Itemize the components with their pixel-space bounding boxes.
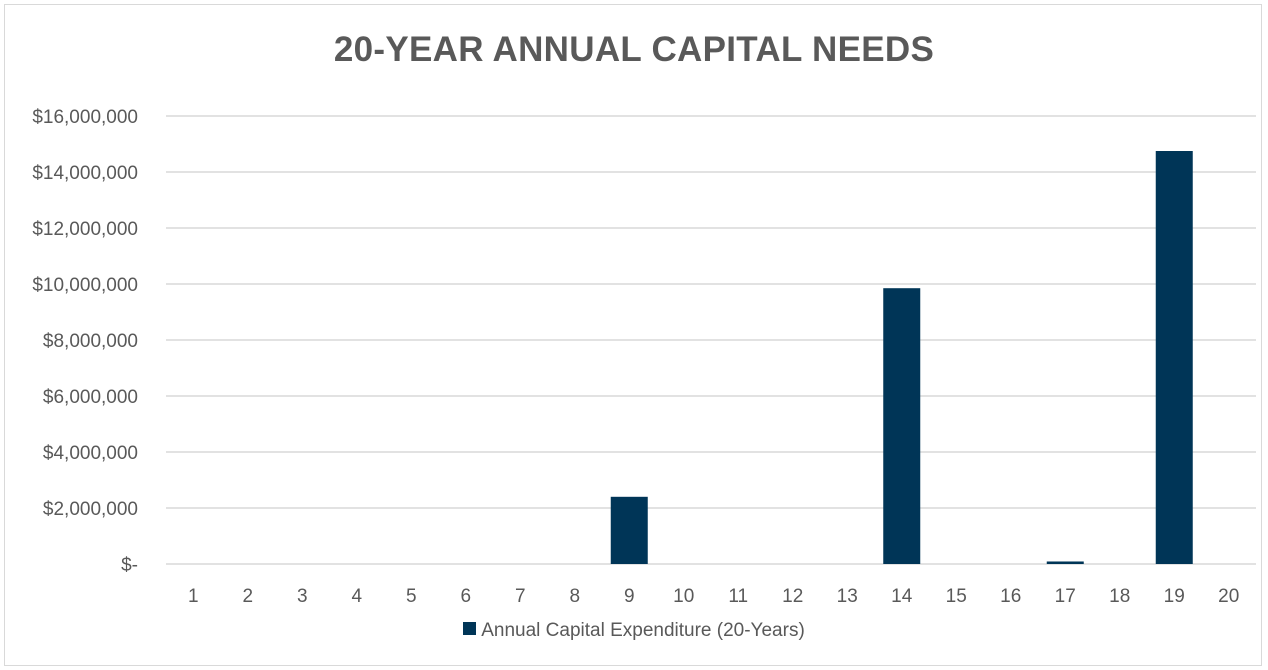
bars <box>610 151 1193 564</box>
bar-year-9 <box>610 496 648 564</box>
x-tick-label: 15 <box>946 586 967 607</box>
legend: Annual Capital Expenditure (20-Years) <box>0 620 1268 642</box>
x-tick-label: 3 <box>297 586 308 607</box>
x-tick-label: 8 <box>569 586 580 607</box>
y-tick-label: $- <box>121 555 138 576</box>
bar-year-17 <box>1046 561 1084 564</box>
bar-year-14 <box>883 288 921 564</box>
x-tick-label: 2 <box>242 586 253 607</box>
y-tick-label: $14,000,000 <box>32 163 138 184</box>
bar-year-19 <box>1155 151 1193 564</box>
y-tick-label: $12,000,000 <box>32 219 138 240</box>
x-tick-label: 16 <box>1000 586 1021 607</box>
x-tick-label: 19 <box>1164 586 1185 607</box>
x-tick-label: 20 <box>1218 586 1239 607</box>
y-tick-label: $2,000,000 <box>43 499 138 520</box>
y-tick-label: $6,000,000 <box>43 387 138 408</box>
y-tick-label: $10,000,000 <box>32 275 138 296</box>
x-tick-label: 9 <box>624 586 635 607</box>
chart-title: 20-YEAR ANNUAL CAPITAL NEEDS <box>333 30 935 69</box>
x-tick-label: 18 <box>1109 586 1130 607</box>
x-tick-label: 6 <box>460 586 471 607</box>
y-axis-labels: $- $2,000,000 $4,000,000 $6,000,000 $8,000,0… <box>32 107 138 576</box>
x-tick-label: 1 <box>188 586 199 607</box>
x-tick-label: 12 <box>782 586 803 607</box>
legend-label: Annual Capital Expenditure (20-Years) <box>481 620 805 641</box>
y-tick-label: $4,000,000 <box>43 443 138 464</box>
x-tick-label: 14 <box>891 586 913 607</box>
legend-swatch <box>463 622 477 636</box>
x-tick-label: 13 <box>837 586 858 607</box>
y-tick-label: $8,000,000 <box>43 331 138 352</box>
x-tick-label: 11 <box>728 586 748 607</box>
gridlines <box>166 115 1256 565</box>
x-tick-label: 10 <box>673 586 694 607</box>
x-axis-labels: 1 2 3 4 5 6 7 8 9 10 11 12 13 14 15 16 17 18 19 20 <box>188 586 1239 607</box>
x-tick-label: 17 <box>1055 586 1076 607</box>
x-tick-label: 4 <box>351 586 362 607</box>
x-tick-label: 5 <box>406 586 417 607</box>
x-tick-label: 7 <box>515 586 526 607</box>
y-tick-label: $16,000,000 <box>32 107 138 128</box>
